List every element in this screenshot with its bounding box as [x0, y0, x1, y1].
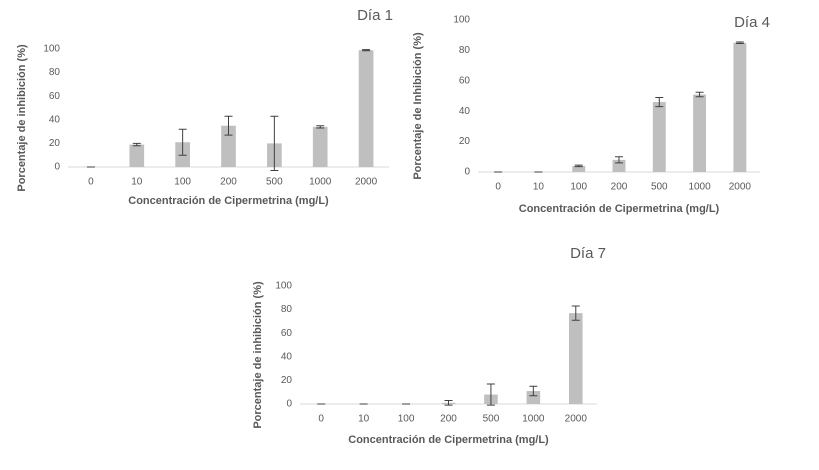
y-tick-label: 80: [49, 67, 61, 78]
y-tick-label: 40: [281, 351, 293, 362]
error-bar: [574, 164, 583, 168]
y-axis-title: Porcentaje de inhibición (%): [252, 281, 264, 429]
x-tick-label: 0: [318, 414, 324, 425]
x-tick-label: 2000: [355, 177, 378, 188]
error-bar: [529, 385, 538, 397]
x-tick-label: 500: [651, 182, 668, 193]
y-tick-label: 0: [54, 162, 60, 173]
y-tick-label: 0: [464, 167, 470, 178]
error-bar: [362, 49, 371, 52]
chart-title: Día 4: [734, 14, 770, 31]
error-bar: [486, 383, 495, 406]
x-tick-label: 10: [131, 177, 143, 188]
y-tick-label: 100: [453, 15, 470, 26]
error-bar: [571, 305, 580, 321]
y-tick-label: 40: [459, 106, 471, 117]
x-tick-label: 1000: [522, 414, 545, 425]
error-bar: [615, 156, 623, 164]
y-tick-label: 80: [459, 45, 471, 56]
y-axis-title: Porcentaje de inhibición (%): [16, 44, 28, 192]
x-tick-label: 0: [495, 182, 501, 193]
x-tick-label: 10: [358, 414, 370, 425]
x-tick-label: 1000: [309, 177, 332, 188]
bar: [572, 165, 586, 172]
bar: [733, 42, 747, 172]
y-tick-label: 80: [281, 304, 293, 315]
bar: [358, 50, 374, 167]
error-bar: [735, 41, 744, 45]
y-tick-label: 20: [281, 375, 293, 386]
error-bar: [178, 128, 187, 156]
x-tick-label: 2000: [729, 182, 752, 193]
x-tick-label: 10: [533, 182, 545, 193]
x-tick-label: 200: [220, 177, 237, 188]
chart-title: Día 7: [570, 245, 606, 262]
x-tick-label: 200: [611, 182, 628, 193]
x-tick-label: 100: [174, 177, 191, 188]
chart-title: Día 1: [357, 7, 393, 24]
error-bar: [270, 115, 279, 172]
y-tick-label: 40: [49, 114, 61, 125]
error-bar: [695, 91, 704, 98]
x-tick-label: 100: [570, 182, 587, 193]
bar: [312, 126, 328, 167]
error-bar: [444, 399, 453, 406]
bar: [693, 94, 707, 172]
y-tick-label: 60: [459, 75, 471, 86]
x-tick-label: 500: [266, 177, 283, 188]
error-bar: [316, 125, 325, 129]
x-axis-title: Concentración de Cipermetrina (mg/L): [348, 434, 549, 446]
bar: [129, 144, 145, 167]
y-tick-label: 100: [43, 44, 60, 55]
y-axis-title: Porcentaje de Inhibición (%): [412, 32, 424, 180]
bar: [526, 391, 541, 404]
y-tick-label: 0: [286, 399, 292, 410]
x-tick-label: 200: [440, 414, 457, 425]
x-tick-label: 100: [398, 414, 415, 425]
bar: [221, 125, 236, 167]
x-tick-label: 1000: [688, 182, 711, 193]
x-tick-label: 0: [88, 177, 94, 188]
y-tick-label: 60: [49, 91, 61, 102]
y-tick-label: 20: [459, 136, 471, 147]
y-tick-label: 100: [275, 281, 292, 292]
x-tick-label: 500: [483, 414, 500, 425]
error-bar: [655, 97, 664, 108]
error-bar: [132, 142, 141, 147]
y-tick-label: 60: [281, 328, 293, 339]
bar: [652, 102, 666, 172]
x-tick-label: 2000: [565, 414, 588, 425]
x-axis-title: Concentración de Cipermetrina (mg/L): [519, 203, 720, 215]
error-bar: [224, 115, 233, 136]
y-tick-label: 20: [49, 138, 61, 149]
bar: [568, 313, 583, 404]
x-axis-title: Concentración de Cipermetrina (mg/L): [128, 195, 329, 207]
